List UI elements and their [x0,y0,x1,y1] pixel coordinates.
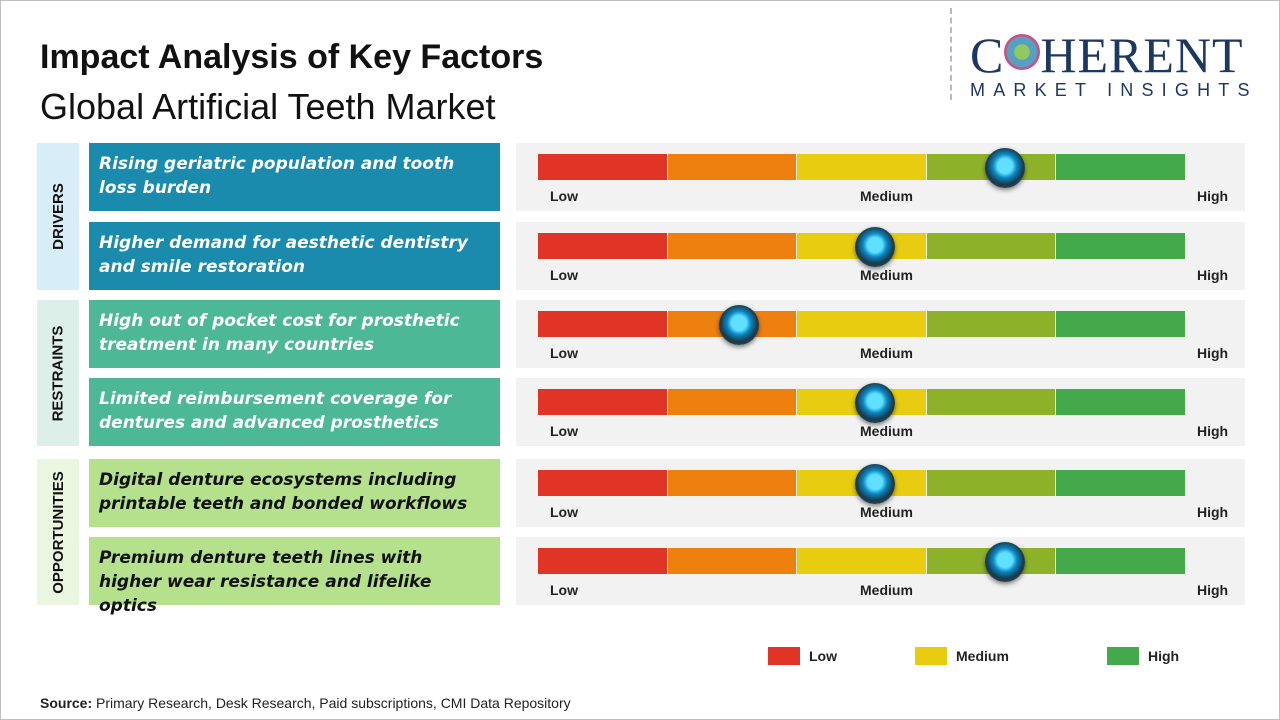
scale-segment [667,233,797,259]
scale-segment [538,311,667,337]
scale-bar [538,233,1186,259]
impact-marker [854,227,895,267]
scale-label-high: High [1197,423,1229,439]
legend-label: Low [809,648,837,664]
scale-label-low: Low [550,582,578,598]
factor-label: Premium denture teeth lines with higher … [89,537,500,616]
group-name: RESTRAINTS [49,325,67,421]
scale-label-medium: Medium [860,188,913,204]
scale-segment [667,389,797,415]
impact-scale: Low Medium High [516,378,1245,446]
scale-segment [538,548,667,574]
globe-icon [1004,34,1041,70]
scale-segment [926,311,1056,337]
scale-label-low: Low [550,345,578,361]
scale-bar [538,154,1186,180]
scale-label-high: High [1197,582,1229,598]
scale-label-high: High [1197,267,1229,283]
legend-item: High [1107,647,1179,665]
scale-label-low: Low [550,504,578,520]
scale-label-low: Low [550,267,578,283]
source-label: Source: [40,695,93,711]
scale-bar [538,470,1186,496]
factor-label: Rising geriatric population and tooth lo… [89,143,500,211]
legend-label: High [1148,648,1180,664]
logo: C HERENT MARKET INSIGHTS [970,30,1258,101]
factor-label: Limited reimbursement coverage for dentu… [89,378,500,446]
scale-label-medium: Medium [860,267,913,283]
scale-segment [1056,389,1185,415]
scale-segment [1056,233,1185,259]
scale-segment [538,233,667,259]
impact-marker [854,383,895,423]
scale-bar [538,389,1186,415]
scale-segment [538,470,667,496]
scale-segment [1056,311,1185,337]
scale-label-low: Low [550,423,578,439]
scale-segment [797,548,926,574]
scale-segment [1056,470,1185,496]
scale-bar [538,311,1186,337]
scale-label-low: Low [550,188,578,204]
factor-label: Digital denture ecosystems including pri… [89,459,500,527]
group-name: OPPORTUNITIES [49,470,67,594]
source-text: Primary Research, Desk Research, Paid su… [92,695,571,711]
impact-marker [718,305,759,345]
scale-segment [538,389,667,415]
scale-segment [1056,548,1185,574]
logo-subtext: MARKET INSIGHTS [970,80,1258,100]
scale-segment [797,154,926,180]
impact-scale: Low Medium High [516,300,1245,368]
logo-text: HERENT [1040,27,1244,83]
scale-label-high: High [1197,345,1229,361]
scale-segment [926,470,1056,496]
scale-segment [667,470,797,496]
scale-segment [926,233,1056,259]
impact-marker [984,148,1025,188]
scale-label-medium: Medium [860,582,913,598]
scale-segment [797,311,926,337]
source-note: Source: Primary Research, Desk Research,… [40,695,571,711]
logo-text: C [970,27,1005,83]
impact-marker [984,542,1025,582]
scale-label-high: High [1197,504,1229,520]
scale-segment [538,154,667,180]
group-label-opportunities: OPPORTUNITIES [37,459,79,605]
factor-label: Higher demand for aesthetic dentistry an… [89,222,500,290]
impact-scale: Low Medium High [516,459,1245,527]
scale-segment [667,548,797,574]
impact-scale: Low Medium High [516,143,1245,211]
scale-label-medium: Medium [860,423,913,439]
divider [950,8,952,100]
scale-label-medium: Medium [860,504,913,520]
group-label-restraints: RESTRAINTS [37,300,79,446]
scale-segment [667,154,797,180]
group-name: DRIVERS [49,183,67,250]
scale-label-medium: Medium [860,345,913,361]
scale-label-high: High [1197,188,1229,204]
scale-bar [538,548,1186,574]
impact-scale: Low Medium High [516,537,1245,605]
page-title: Impact Analysis of Key Factors [40,38,544,76]
legend-item: Low [768,647,837,665]
scale-segment [1056,154,1185,180]
legend-swatch [768,647,800,665]
legend-swatch [1107,647,1139,665]
impact-scale: Low Medium High [516,222,1245,290]
page-subtitle: Global Artificial Teeth Market [40,86,496,127]
legend-swatch [915,647,947,665]
group-label-drivers: DRIVERS [37,143,79,290]
scale-segment [926,389,1056,415]
factor-label: High out of pocket cost for prosthetic t… [89,300,500,368]
legend-label: Medium [956,648,1009,664]
impact-marker [854,464,895,504]
legend-item: Medium [915,647,1009,665]
